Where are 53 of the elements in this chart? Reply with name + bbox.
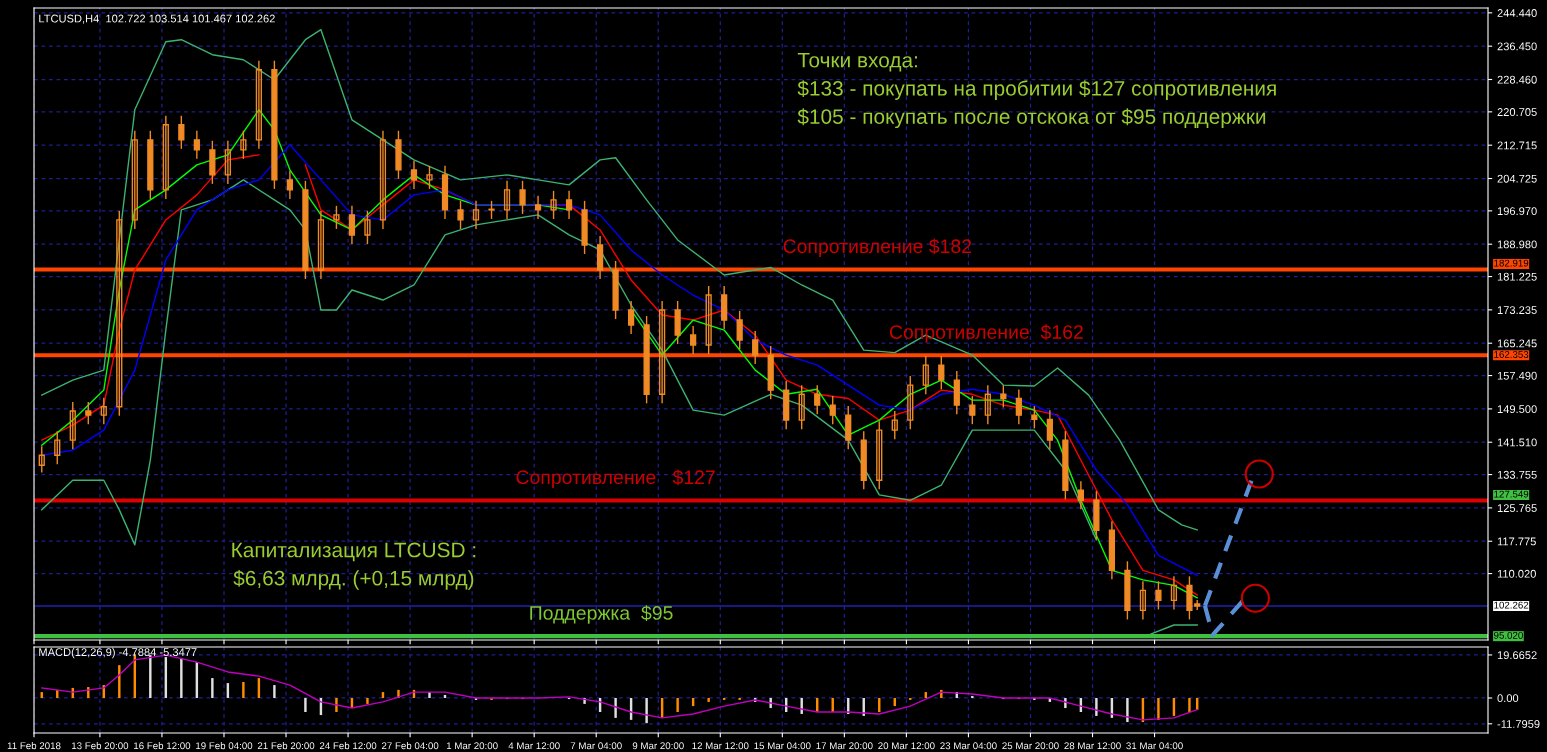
y-tick-label: 110.020: [1497, 569, 1536, 578]
ref-line-label: Сопротивление $182: [783, 238, 972, 257]
x-tick-label: 4 Mar 12:00: [508, 742, 560, 750]
y-tick-label: 204.725: [1497, 174, 1537, 183]
x-tick-label: 13 Feb 20:00: [72, 742, 129, 750]
x-tick-label: 31 Mar 04:00: [1126, 742, 1183, 750]
x-tick-label: 9 Mar 20:00: [632, 742, 684, 750]
y-tick-label: 228.460: [1497, 75, 1537, 84]
ref-line-label: Сопротивление $127: [516, 469, 715, 488]
x-tick-label: 23 Mar 04:00: [940, 742, 997, 750]
annotation: 127.549: [1494, 490, 1529, 498]
y-tick-label: 165.245: [1497, 339, 1537, 348]
x-tick-label: 15 Mar 04:00: [754, 742, 811, 750]
y-tick-label: 141.510: [1497, 438, 1537, 447]
x-tick-label: 12 Mar 12:00: [692, 742, 749, 750]
y-tick-label: 196.970: [1497, 207, 1537, 215]
y-tick-label: 212.715: [1497, 141, 1537, 150]
y-tick-label: 133.755: [1497, 470, 1537, 479]
annotation: 102.262: [1494, 601, 1529, 609]
x-tick-label: 19 Feb 04:00: [196, 742, 253, 750]
annotation: Капитализация LTCUSD : $6,63 млрд. (+0,15 млрд): [232, 542, 476, 590]
y-tick-label: 19.6652: [1497, 651, 1537, 660]
x-tick-label: 20 Mar 12:00: [878, 742, 935, 750]
y-tick-label: 125.765: [1497, 504, 1537, 513]
x-tick-label: 25 Mar 20:00: [1002, 742, 1059, 750]
y-tick-label: 157.490: [1497, 371, 1537, 380]
y-tick-label: 220.705: [1497, 108, 1537, 116]
annotation: 162.353: [1494, 351, 1529, 358]
x-tick-label: 21 Feb 20:00: [257, 742, 315, 750]
x-tick-label: 7 Mar 04:00: [570, 742, 622, 750]
chart-title: MACD(12,26,9) -4.7884 -5.3477: [39, 647, 197, 659]
x-tick-label: 27 Feb 04:00: [381, 742, 439, 750]
y-tick-label: 188.980: [1497, 240, 1537, 249]
annotation: Точки входа: $133 - покупать на пробитии $127 сопротивления $105 - покупать после отскока от $95 поддержки: [797, 53, 1276, 129]
y-tick-label: 173.235: [1497, 306, 1537, 315]
x-tick-label: 11 Feb 2018: [7, 742, 61, 750]
y-tick-label: 149.500: [1497, 405, 1537, 414]
x-tick-label: 16 Feb 12:00: [134, 742, 191, 750]
x-tick-label: 28 Mar 12:00: [1064, 742, 1121, 750]
x-tick-label: 24 Feb 12:00: [319, 742, 377, 750]
ref-line-label: Поддержка $95: [530, 605, 673, 624]
y-tick-label: 181.225: [1497, 272, 1537, 281]
text: LTCUSD,H4 102.722 103.514 101.467 102.262: [39, 14, 275, 24]
y-tick-label: 0.00: [1497, 694, 1519, 703]
x-tick-label: 17 Mar 20:00: [816, 742, 873, 750]
x-tick-label: 1 Mar 20:00: [446, 742, 498, 750]
y-tick-label: 244.440: [1497, 9, 1537, 17]
y-tick-label: 236.450: [1497, 42, 1537, 51]
y-tick-label: 117.775: [1497, 537, 1536, 546]
ref-line-label: Сопротивление $162: [889, 324, 1083, 343]
annotation: 95.020: [1494, 631, 1523, 639]
annotation: 182.919: [1494, 259, 1529, 267]
y-tick-label: -11.7959: [1497, 720, 1540, 728]
